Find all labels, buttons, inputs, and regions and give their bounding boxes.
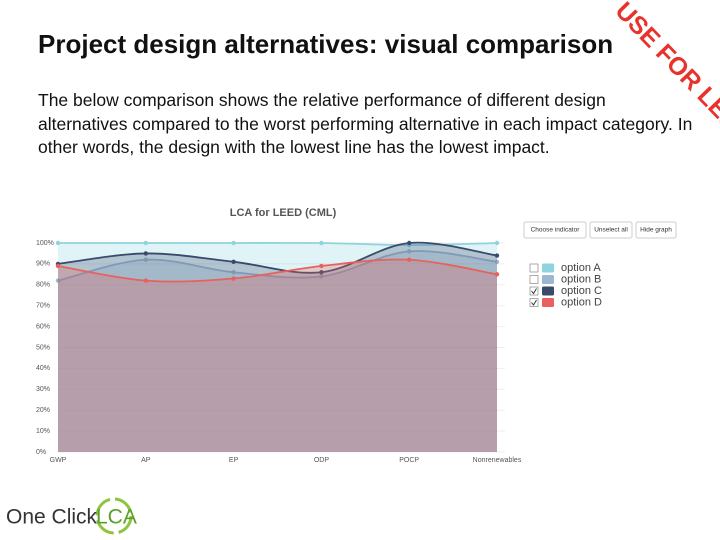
y-tick-label: 20%	[36, 407, 50, 414]
legend-label: option B	[561, 273, 601, 285]
legend-label: option D	[561, 296, 602, 308]
y-tick-label: 90%	[36, 261, 50, 268]
data-point	[407, 240, 412, 246]
x-tick-label: GWP	[50, 457, 67, 464]
y-tick-label: 10%	[36, 428, 50, 435]
y-tick-label: 30%	[36, 386, 50, 393]
data-point	[231, 259, 236, 265]
toolbar-button[interactable]	[589, 221, 633, 239]
toolbar-button-label: Choose indicator	[531, 227, 581, 234]
data-point	[231, 270, 236, 275]
data-point	[143, 257, 148, 262]
logo: One Click LCA	[6, 497, 137, 535]
legend-checkbox[interactable]	[529, 263, 539, 273]
series-line	[58, 241, 498, 246]
data-point	[319, 274, 324, 279]
data-point	[55, 240, 61, 246]
data-point	[55, 278, 61, 283]
chart-toolbar: Choose indicator Unselect all Hide graph	[523, 221, 677, 239]
slide-title: Project design alternatives: visual comp…	[38, 29, 613, 59]
data-point	[231, 240, 236, 246]
toolbar-button[interactable]	[523, 221, 587, 239]
x-tick-label: EP	[229, 457, 239, 464]
legend-label: option C	[561, 285, 602, 297]
x-tick-label: Nonrenewables	[473, 457, 522, 464]
legend-checkbox[interactable]	[529, 286, 539, 296]
plot-area: 0% 10% 20% 30% 40% 50% 60% 70% 80% 90% 100% GWP AP EP…	[36, 240, 522, 464]
checkmark	[531, 299, 537, 306]
series-area	[58, 251, 497, 452]
logo-brand: LCA	[96, 506, 137, 529]
series-line	[57, 250, 498, 282]
data-point	[143, 240, 148, 246]
data-point	[319, 270, 324, 275]
legend-checkbox[interactable]	[529, 298, 539, 307]
y-tick-label: 60%	[36, 323, 50, 330]
legend-swatch	[542, 263, 554, 273]
data-point	[494, 253, 500, 258]
data-point	[319, 240, 324, 246]
x-tick-label: POCP	[399, 457, 419, 464]
x-tick-label: ODP	[314, 457, 330, 464]
legend-swatch	[542, 298, 554, 307]
chart-title: LCA for LEED (CML)	[230, 207, 337, 219]
legend-swatch	[542, 286, 554, 296]
y-tick-label: 40%	[36, 365, 50, 372]
data-point	[55, 263, 61, 269]
legend-swatch	[542, 275, 554, 284]
data-point	[319, 263, 324, 269]
description: The below comparison shows the relative …	[38, 90, 693, 157]
y-tick-label: 50%	[36, 344, 50, 351]
data-point	[494, 259, 500, 265]
data-point	[407, 257, 412, 262]
y-tick-label: 0%	[36, 449, 46, 456]
series-area	[58, 259, 497, 452]
data-point	[143, 251, 148, 256]
data-point	[407, 249, 412, 254]
logo-text: One Click	[6, 506, 98, 529]
y-tick-label: 100%	[36, 240, 54, 247]
series-line	[57, 241, 498, 274]
data-point	[143, 278, 148, 283]
series-line	[57, 258, 498, 283]
data-point	[494, 272, 500, 277]
y-tick-label: 80%	[36, 282, 50, 289]
toolbar-button[interactable]	[635, 221, 677, 239]
checkmark	[531, 288, 537, 295]
legend-label: option A	[561, 262, 601, 274]
toolbar-button-label: Hide graph	[640, 227, 672, 234]
data-point	[494, 240, 500, 246]
y-tick-label: 70%	[36, 303, 50, 310]
series-area	[58, 242, 497, 452]
logo-ring	[95, 497, 133, 535]
legend-checkbox[interactable]	[529, 275, 539, 284]
series-area	[58, 242, 497, 452]
x-tick-label: AP	[141, 457, 151, 464]
data-point	[231, 276, 236, 281]
toolbar-button-label: Unselect all	[594, 227, 628, 234]
